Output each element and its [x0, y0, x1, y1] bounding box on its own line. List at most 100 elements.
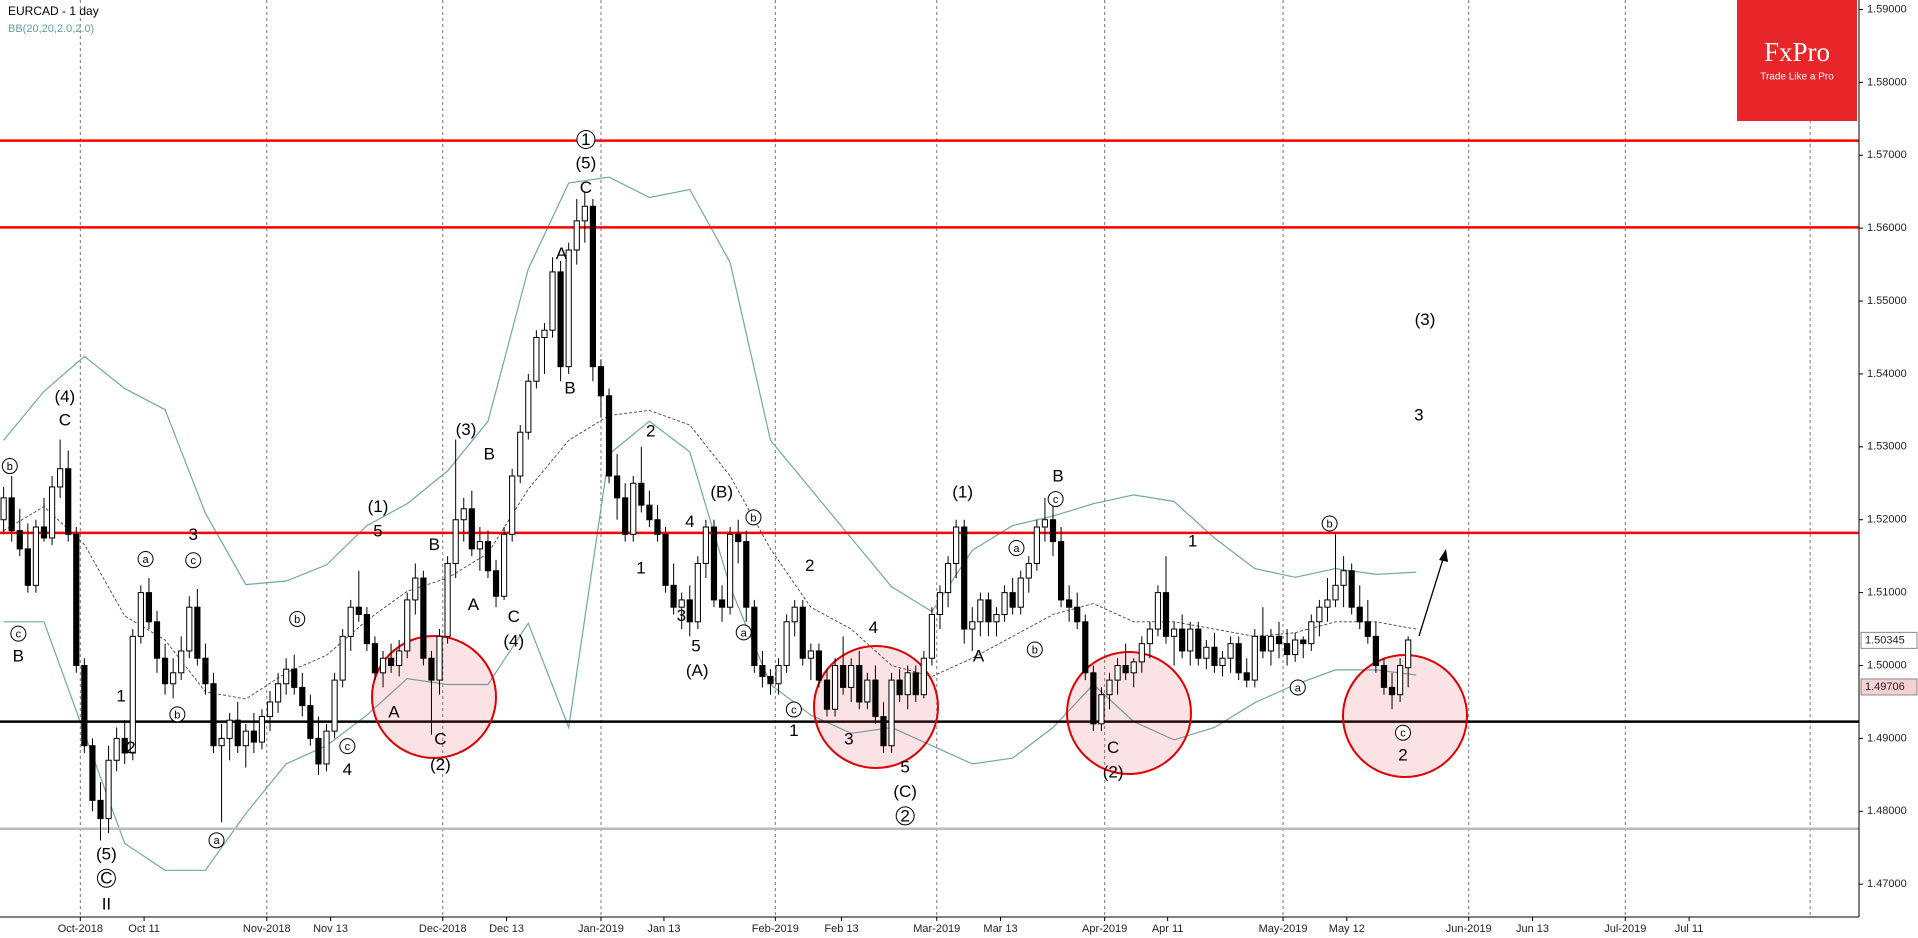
wave-label: (B)	[710, 482, 733, 501]
wave-label-ring	[735, 624, 752, 641]
candle-body	[355, 606, 362, 615]
candle-body	[307, 705, 314, 739]
candle-body	[807, 650, 814, 659]
y-tick-label: 1.47000	[1867, 878, 1907, 890]
wave-label-ring	[785, 701, 802, 718]
indicator-label: BB(20,20,2.0,2.0)	[8, 23, 94, 35]
wave-label-ring	[289, 610, 306, 627]
candle-body	[1364, 621, 1371, 637]
zone-circle	[1066, 651, 1192, 775]
candle-body	[1388, 686, 1396, 696]
candle-body	[1340, 570, 1347, 586]
y-tick-label: 1.48000	[1867, 805, 1907, 817]
candle-body	[775, 665, 782, 685]
candle-body	[258, 716, 266, 743]
candle-body	[727, 533, 734, 608]
candle-body	[242, 730, 249, 747]
wave-label: C	[100, 869, 112, 888]
candle-body	[614, 475, 621, 499]
candle-body	[710, 526, 718, 601]
price-box	[1860, 678, 1918, 696]
wave-label: 3	[1414, 405, 1423, 424]
candle-body	[977, 599, 984, 623]
wave-label: b	[1032, 644, 1038, 656]
candle-body	[1090, 672, 1097, 725]
wave-label-ring	[576, 129, 596, 149]
y-tick-label: 1.57000	[1867, 149, 1907, 161]
wave-label: a	[142, 554, 149, 566]
candle-body	[363, 613, 370, 645]
candle-body	[153, 621, 161, 659]
candle-body	[234, 719, 241, 747]
arrow-line	[1418, 555, 1445, 637]
candle-body	[525, 380, 532, 433]
x-tick-label: Jan-2019	[578, 923, 624, 935]
candle-body	[404, 599, 411, 652]
candle-body	[1138, 643, 1145, 663]
candle-body	[89, 745, 96, 801]
wave-label: 4	[869, 618, 878, 637]
candle-body	[137, 592, 144, 637]
wave-label: 3	[844, 730, 853, 749]
candle-body	[549, 271, 556, 331]
wave-label-ring	[1395, 724, 1412, 741]
candle-body	[573, 220, 580, 251]
candle-body	[581, 205, 588, 222]
candle-body	[896, 679, 903, 696]
wave-label-ring	[185, 552, 202, 569]
wave-label: 4	[685, 512, 694, 531]
y-tick-label: 1.55000	[1867, 295, 1907, 307]
candle-body	[1356, 606, 1363, 623]
levels	[0, 139, 1859, 831]
candle-body	[1292, 639, 1299, 656]
wave-label: C	[1107, 738, 1119, 757]
wave-label-ring	[10, 625, 27, 642]
wave-label: (4)	[54, 387, 75, 406]
candle-body	[1146, 628, 1153, 645]
x-tick-label: Mar 13	[983, 923, 1017, 935]
candle-body	[735, 533, 742, 543]
wave-label-ring	[169, 706, 186, 723]
axes: 1.47000 1.48000 1.49000 1.50000 1.51000 1.520…	[58, 3, 1918, 935]
y-tick-label: 1.56000	[1867, 222, 1907, 234]
x-tick-label: May-2019	[1259, 923, 1308, 935]
candle-body	[299, 686, 306, 707]
candle-body	[840, 665, 847, 688]
candle-body	[517, 431, 524, 477]
candle-body	[1348, 570, 1355, 608]
candle-body	[226, 719, 233, 739]
candle-body	[622, 497, 629, 535]
candle-body	[880, 716, 887, 747]
candle-body	[291, 668, 298, 688]
candle-body	[331, 679, 338, 732]
candle-body	[274, 683, 282, 703]
price-box-label: 1.50345	[1865, 634, 1905, 646]
candle-body	[823, 679, 831, 710]
candle-body	[646, 504, 653, 521]
candle-body	[509, 475, 516, 535]
candle-body	[678, 599, 685, 608]
candle-body	[944, 562, 952, 594]
wave-label: a	[741, 627, 748, 639]
candle-body	[40, 526, 48, 539]
candle-body	[1251, 635, 1258, 681]
wave-label: (C)	[893, 782, 917, 801]
candle-body	[1397, 665, 1404, 696]
candle-body	[1122, 665, 1129, 674]
candle-body	[202, 657, 209, 685]
candle-body	[1179, 628, 1186, 652]
candle-body	[565, 249, 572, 368]
candle-body	[928, 613, 936, 659]
wave-label: 1	[636, 558, 645, 577]
candle-body	[1235, 643, 1242, 674]
wave-label: B	[1052, 467, 1063, 486]
candle-body	[630, 482, 637, 535]
wave-label: b	[750, 512, 756, 524]
candle-body	[1170, 628, 1178, 637]
candle-body	[767, 675, 774, 685]
wave-label: B	[429, 535, 440, 554]
wave-label: b	[1327, 518, 1333, 530]
candle-body	[718, 599, 726, 608]
wave-label: b	[7, 461, 13, 473]
